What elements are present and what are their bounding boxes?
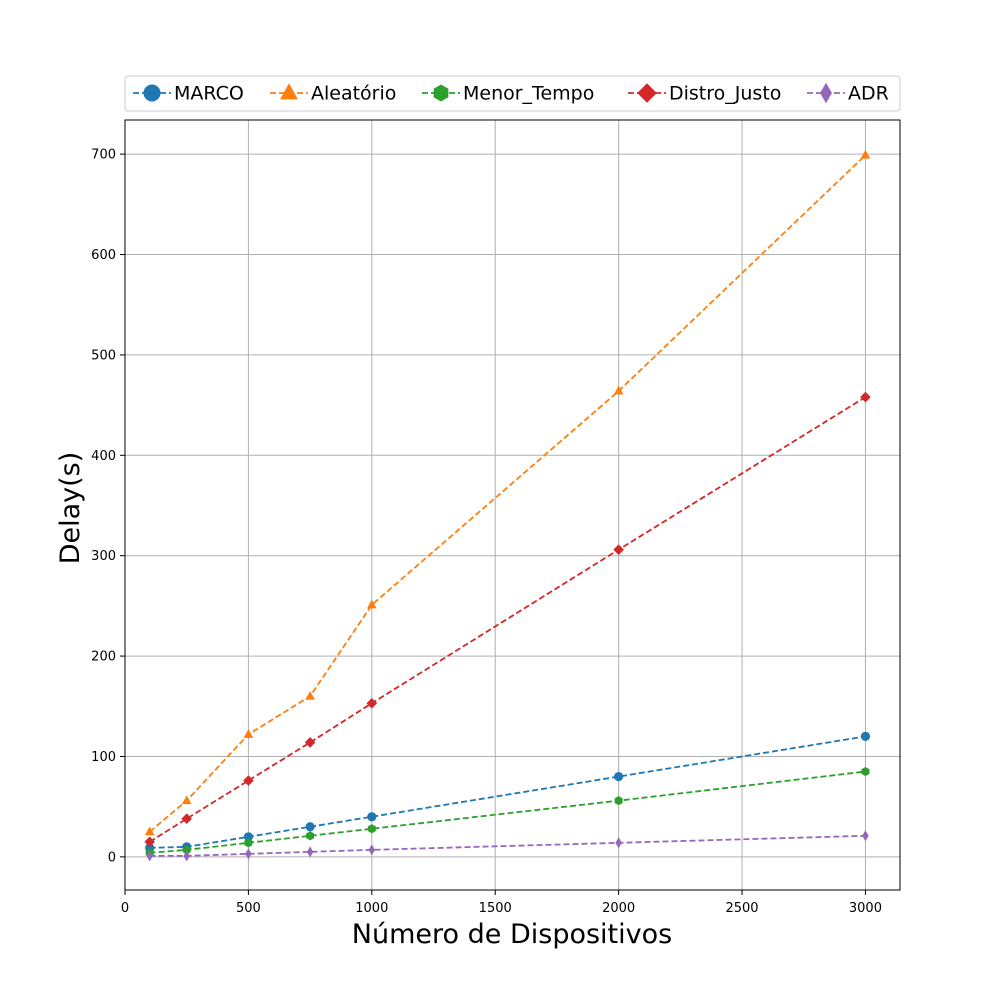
- data-point-distro-justo: [366, 697, 378, 709]
- y-tick-label: 400: [91, 449, 116, 464]
- data-point-adr: [368, 844, 376, 856]
- y-tick-label: 500: [91, 348, 116, 363]
- data-point-adr: [146, 850, 153, 862]
- data-point-distro-justo: [243, 775, 254, 786]
- y-axis-label: Delay(s): [55, 452, 86, 565]
- data-point-distro-justo: [304, 737, 316, 748]
- legend-entry-aleat-rio: Aleatório: [270, 83, 396, 105]
- x-axis-label: Número de Dispositivos: [352, 919, 672, 950]
- series-distro-justo: [144, 391, 871, 848]
- y-tick-label: 100: [91, 750, 116, 765]
- legend-label-aleat-rio: Aleatório: [311, 83, 396, 105]
- data-point-marco: [614, 771, 624, 782]
- x-tick-label: 2000: [602, 901, 635, 916]
- legend-label-adr: ADR: [848, 83, 889, 105]
- data-point-adr: [615, 837, 622, 849]
- legend-label-menor-tempo: Menor_Tempo: [463, 83, 594, 105]
- x-tick-label: 3000: [849, 901, 882, 916]
- y-tick-label: 300: [91, 549, 116, 564]
- data-point-aleat-rio: [366, 599, 377, 609]
- y-tick-label: 600: [91, 248, 116, 263]
- legend-marker-aleat-rio: [280, 83, 298, 100]
- data-point-distro-justo: [181, 813, 192, 825]
- legend-marker-menor-tempo: [433, 84, 449, 102]
- data-point-menor-tempo: [306, 831, 315, 841]
- legend-marker-distro-justo: [637, 83, 657, 103]
- data-point-distro-justo: [860, 391, 871, 403]
- data-point-menor-tempo: [614, 796, 623, 806]
- data-point-marco: [305, 822, 315, 832]
- series-layer: [144, 149, 871, 862]
- legend: MARCO Aleatório Menor_Tempo Distro_Justo ADR: [124, 75, 901, 112]
- legend-box: [124, 75, 901, 112]
- legend-entry-distro-justo: Distro_Justo: [628, 83, 781, 105]
- x-tick-label: 2500: [725, 901, 758, 916]
- legend-entry-marco: MARCO: [133, 83, 244, 105]
- data-point-adr: [245, 848, 252, 860]
- data-point-distro-justo: [144, 836, 155, 848]
- data-point-aleat-rio: [243, 729, 254, 738]
- grid-lines: [124, 120, 900, 890]
- data-point-adr: [183, 850, 190, 862]
- y-tick-label: 0: [108, 850, 116, 865]
- x-tick-label: 1000: [355, 901, 388, 916]
- data-point-aleat-rio: [144, 826, 155, 836]
- x-tick-label: 1500: [479, 901, 512, 916]
- data-point-adr: [306, 846, 314, 858]
- data-point-aleat-rio: [305, 690, 315, 700]
- series-adr: [146, 830, 869, 862]
- legend-marker-marco: [143, 84, 161, 102]
- data-point-marco: [860, 731, 871, 742]
- series-menor-tempo: [145, 766, 870, 858]
- data-point-menor-tempo: [861, 766, 870, 777]
- x-tick-label: 0: [121, 901, 129, 916]
- tick-layer: 0 500 1000 1500 2000 2500 3000 0 100 200 300 400 500…: [91, 148, 882, 916]
- data-point-aleat-rio: [613, 385, 624, 395]
- data-point-distro-justo: [613, 544, 624, 555]
- series-aleat-rio: [144, 149, 871, 836]
- data-point-marco: [367, 812, 377, 822]
- x-tick-label: 500: [236, 901, 261, 916]
- legend-label-distro-justo: Distro_Justo: [669, 83, 781, 105]
- legend-marker-adr: [820, 82, 832, 104]
- data-point-menor-tempo: [244, 838, 253, 848]
- data-point-aleat-rio: [181, 795, 192, 805]
- data-point-adr: [862, 830, 869, 842]
- y-tick-label: 700: [91, 148, 116, 163]
- data-point-aleat-rio: [860, 149, 871, 159]
- y-tick-label: 200: [91, 650, 116, 665]
- legend-entry-adr: ADR: [807, 83, 889, 105]
- data-point-marco: [243, 832, 254, 842]
- legend-label-marco: MARCO: [174, 83, 244, 105]
- plot-frame: [124, 119, 901, 891]
- legend-entry-menor-tempo: Menor_Tempo: [422, 83, 594, 105]
- data-point-menor-tempo: [182, 845, 191, 855]
- data-point-menor-tempo: [367, 824, 376, 834]
